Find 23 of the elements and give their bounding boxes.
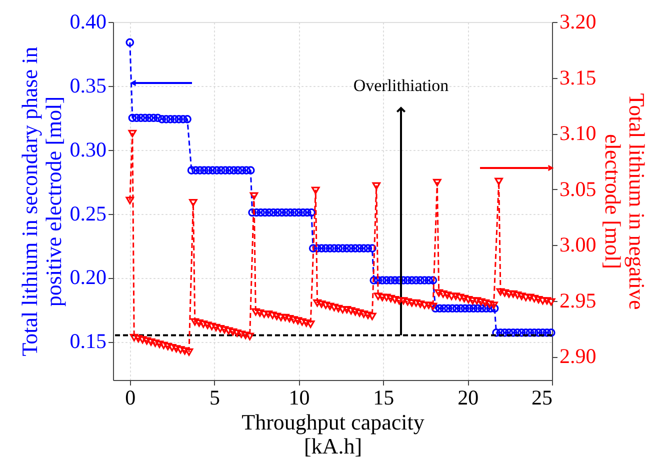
y2-tick-label: 2.90 — [560, 344, 596, 368]
y2-tick-label: 3.15 — [560, 65, 596, 90]
y2-tick-label: 3.05 — [560, 176, 596, 201]
x-tick-label: 25 — [532, 386, 552, 410]
y-tick-label: 0.15 — [70, 329, 106, 354]
y2-axis-title: Total lithium in negative electrode [mol] — [600, 93, 650, 310]
y-axis-title: Total lithium in secondary phase in positive electrode [mol] — [16, 46, 66, 356]
y2-tick-label: 2.95 — [560, 288, 596, 312]
y-tick-label: 0.35 — [70, 73, 106, 98]
y2-tick-label: 3.20 — [560, 10, 596, 34]
y2-tick-label: 3.00 — [560, 232, 596, 257]
x-axis-title: Throughput capacity [kA.h] — [242, 410, 424, 458]
x-tick-label: 10 — [288, 386, 310, 410]
y2-tick-label: 3.10 — [560, 121, 596, 146]
x-tick-label: 15 — [373, 386, 394, 410]
x-tick-label: 0 — [125, 386, 136, 410]
y-tick-label: 0.30 — [70, 137, 106, 162]
x-tick-label: 5 — [210, 386, 220, 410]
y-tick-label: 0.20 — [70, 265, 106, 290]
x-tick-label: 20 — [458, 386, 479, 410]
y-tick-label: 0.25 — [70, 201, 106, 226]
annotation: Overlithiation — [353, 76, 450, 95]
y-tick-label: 0.40 — [70, 10, 106, 34]
